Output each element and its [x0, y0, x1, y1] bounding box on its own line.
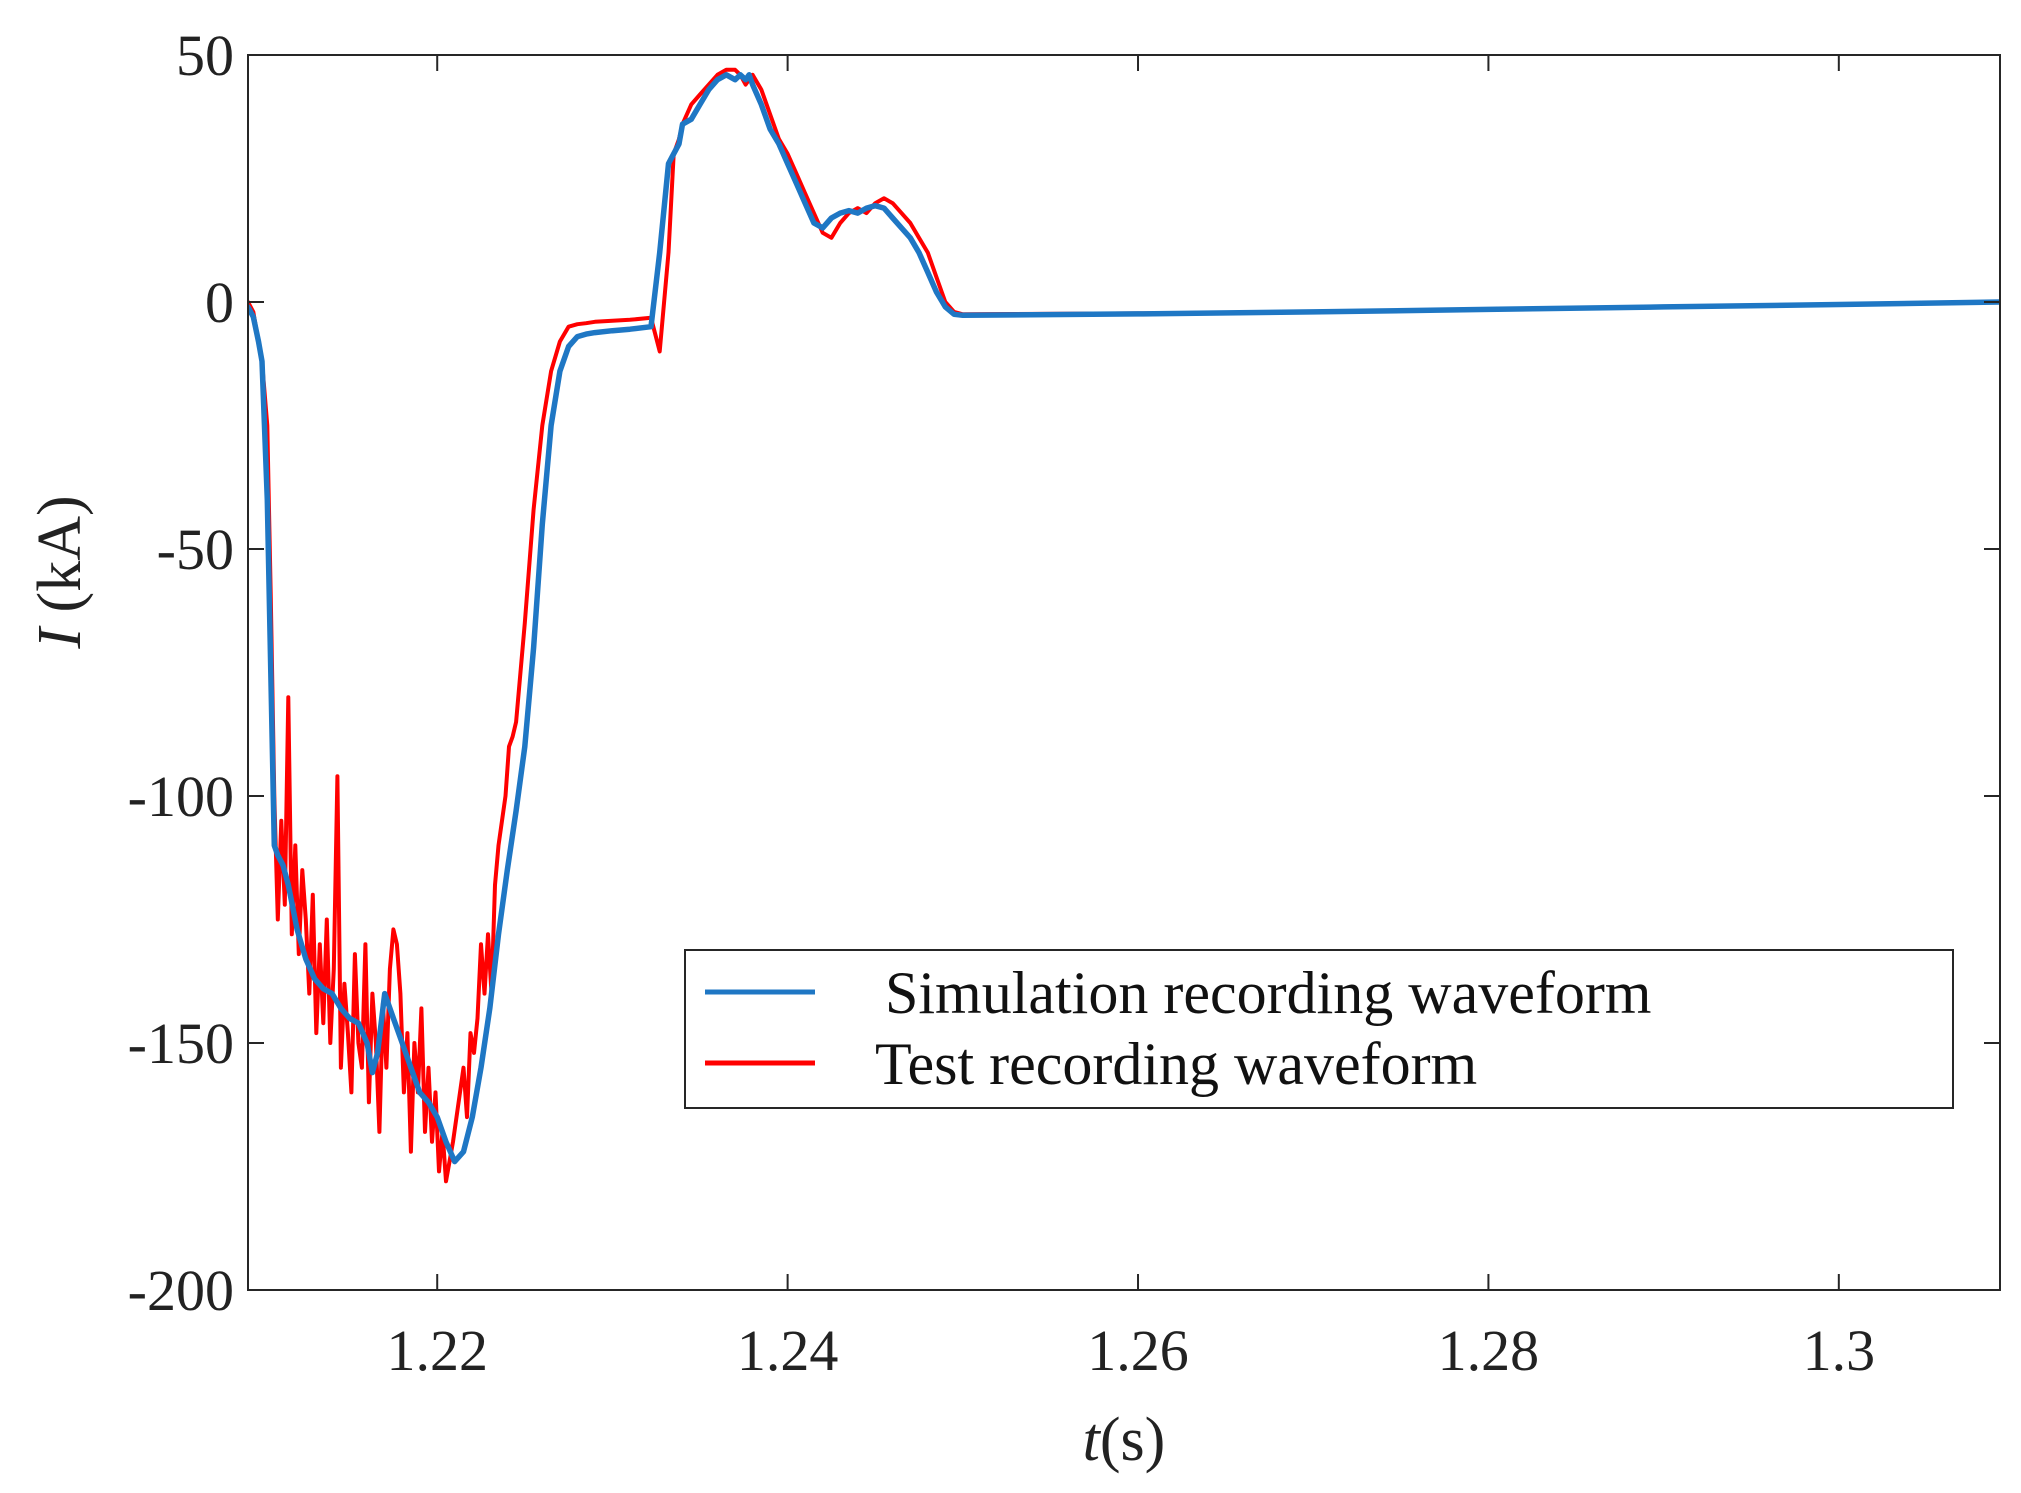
series-line-test — [248, 67, 2000, 1184]
legend: Simulation recording waveform Test recor… — [684, 949, 1954, 1109]
x-tick-label: 1.24 — [737, 1318, 839, 1383]
legend-label-test: Test recording waveform — [875, 1031, 1477, 1097]
series-line-simulation — [248, 72, 2000, 1165]
y-tick-label: -150 — [128, 1011, 234, 1076]
series-layer — [248, 67, 2000, 1184]
legend-box — [684, 949, 1954, 1109]
x-axis-label: t(s) — [1083, 1406, 1166, 1474]
y-axis-label-unit: (kA) — [26, 495, 94, 628]
x-axis-label-unit: (s) — [1100, 1406, 1165, 1474]
y-axis: 50 0 -50 -100 -150 -200 — [128, 23, 2000, 1323]
y-tick-label: -200 — [128, 1258, 234, 1323]
x-tick-label: 1.22 — [386, 1318, 488, 1383]
x-tick-label: 1.26 — [1087, 1318, 1189, 1383]
y-tick-label: 0 — [205, 270, 234, 335]
y-tick-label: -50 — [157, 517, 234, 582]
legend-label-simulation: Simulation recording waveform — [885, 960, 1651, 1026]
y-axis-label-symbol: I — [26, 625, 94, 650]
x-axis: 1.22 1.24 1.26 1.28 1.3 — [386, 55, 1875, 1383]
x-tick-label: 1.28 — [1438, 1318, 1540, 1383]
x-axis-label-symbol: t — [1083, 1406, 1102, 1474]
plot-frame — [247, 54, 2001, 1291]
y-tick-label: 50 — [176, 23, 234, 88]
y-axis-label: I (kA) — [26, 495, 94, 649]
x-tick-label: 1.3 — [1803, 1318, 1876, 1383]
y-tick-label: -100 — [128, 764, 234, 829]
